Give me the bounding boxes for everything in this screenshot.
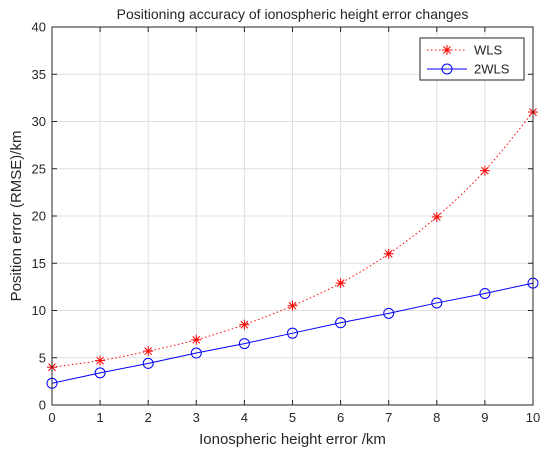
data-point-wls [95,355,106,366]
x-tick-label: 7 [385,410,392,425]
x-tick-label: 10 [526,410,540,425]
legend-marker-wls [442,45,452,55]
y-tick-label: 15 [32,256,46,271]
data-point-wls [191,334,202,345]
y-tick-label: 5 [39,350,46,365]
data-point-wls [287,300,298,311]
data-point-wls [335,278,346,289]
legend-label-wls: WLS [474,43,503,58]
data-point-2wls [238,338,250,350]
y-tick-label: 30 [32,114,46,129]
data-point-2wls [190,347,202,359]
data-point-wls [383,248,394,259]
x-tick-label: 2 [145,410,152,425]
legend-label-2wls: 2WLS [474,62,510,77]
x-tick-label: 3 [193,410,200,425]
y-tick-label: 0 [39,398,46,413]
legend-marker-2wls [441,63,453,75]
legend-item-2wls: 2WLS [427,62,510,77]
y-tick-label: 10 [32,303,46,318]
x-tick-label: 6 [337,410,344,425]
data-point-2wls [383,307,395,319]
series-line-2wls [51,282,534,384]
y-tick-label: 40 [32,20,46,35]
chart-title: Positioning accuracy of ionospheric heig… [117,6,469,22]
x-tick-label: 0 [48,410,55,425]
data-point-2wls [94,367,106,379]
data-point-2wls [335,317,347,329]
data-point-2wls [142,357,154,369]
x-axis-label: Ionospheric height error /km [199,431,386,448]
data-point-wls [431,211,442,222]
x-tick-label: 5 [289,410,296,425]
data-point-2wls [431,297,443,309]
x-tick-label: 4 [241,410,248,425]
data-point-2wls [287,327,298,339]
x-tick-label: 9 [481,410,488,425]
data-point-wls [479,165,490,176]
x-tick-label: 8 [433,410,440,425]
y-tick-label: 35 [32,67,46,82]
data-point-wls [239,319,250,330]
x-tick-label: 1 [96,410,103,425]
ticks: 0 1 2 3 4 5 6 7 8 9 10 0 5 10 15 20 25 30 35 40 [32,20,541,426]
data-point-2wls [479,287,491,299]
y-tick-label: 20 [32,209,46,224]
y-tick-label: 25 [32,161,46,176]
legend-item-wls: WLS [427,43,503,58]
y-axis-label: Position error (RMSE)/km [8,131,25,302]
legend-box [419,37,525,81]
data-point-wls [143,346,154,357]
legend: WLS 2WLS [419,37,525,81]
